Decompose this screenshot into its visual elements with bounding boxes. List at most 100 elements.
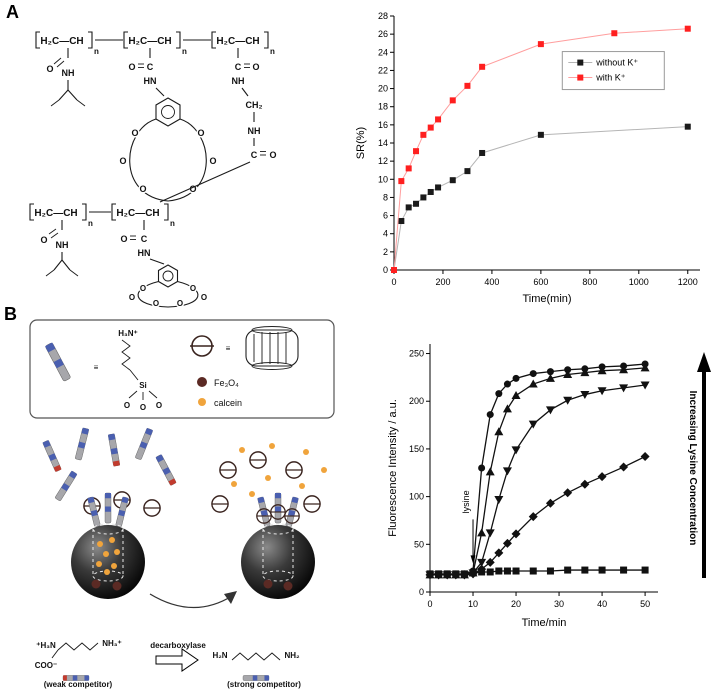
nh-label: NH [232, 76, 245, 86]
svg-text:1000: 1000 [629, 277, 649, 287]
oxygen-atom: O [209, 156, 216, 166]
hn-label: HN [144, 76, 157, 86]
panel-b-label: B [4, 304, 17, 324]
magnetic-sphere-left [71, 492, 145, 599]
oxygen-atom: O [201, 293, 207, 302]
oxygen-atom: O [140, 284, 146, 293]
carbon-atom: C [251, 150, 258, 160]
oxygen-atom: O [177, 299, 183, 308]
release-arrow [149, 591, 237, 609]
repeat-unit: H₂C—CH [116, 208, 159, 219]
repeat-unit: H₂C—CH [40, 36, 83, 47]
svg-text:0: 0 [427, 599, 432, 609]
si-label: Si [139, 381, 147, 390]
released-calcein-dots [231, 443, 327, 497]
repeat-unit: H₂C—CH [128, 36, 171, 47]
nh-label: NH [56, 240, 69, 250]
y-axis-label: SR(%) [355, 127, 367, 159]
decarboxylase-label: decarboxylase [150, 641, 206, 650]
repeat-unit: H₂C—CH [34, 208, 77, 219]
legend-label: without K⁺ [595, 58, 638, 68]
ch2-label: CH₂ [246, 100, 263, 110]
svg-text:16: 16 [378, 120, 388, 130]
svg-text:150: 150 [409, 444, 424, 454]
oxygen-atom: O [120, 234, 127, 244]
h3n-label: H₃N⁺ [118, 329, 137, 338]
carbon-atom: C [141, 234, 148, 244]
oxygen-atom: O [140, 403, 146, 412]
oxygen-atom: O [128, 62, 135, 72]
svg-text:0: 0 [419, 587, 424, 597]
svg-text:20: 20 [511, 599, 521, 609]
svg-text:100: 100 [409, 492, 424, 502]
nh-label: NH [62, 68, 75, 78]
crown-ether-side-chain: C O HN [127, 48, 165, 97]
crown-ether-2: O O O O O O [127, 264, 209, 310]
axes [426, 344, 658, 596]
svg-text:10: 10 [468, 599, 478, 609]
series-with-K⁺ [391, 25, 691, 273]
equiv-symbol: ≡ [94, 363, 99, 372]
n-subscript: n [170, 219, 175, 228]
increasing-lysine-arrow: Increasing Lysine Concentration [687, 352, 711, 578]
tick-labels: 0 10 20 30 40 50 0 50 100 150 200 250 [409, 349, 650, 609]
svg-text:6: 6 [383, 211, 388, 221]
fe3o4-core [91, 579, 101, 589]
lysine-molecule: ⁺H₃N NH₃⁺ COO⁻ [35, 639, 122, 681]
swelling-chart-container: 0 200 400 600 800 1000 1200 0 2 4 6 8 10 12 14 16 18 20 22… [352, 6, 714, 311]
series-without-K⁺ [391, 123, 691, 273]
svg-text:8: 8 [383, 192, 388, 202]
polymer-backbone-row1: H₂C—CH n H₂C—CH n H₂C—CH n [35, 31, 275, 56]
svg-text:2: 2 [383, 247, 388, 257]
magnetic-sphere-right [241, 492, 315, 599]
panel-a-label: A [6, 2, 19, 22]
cucurbituril-symbol [190, 335, 214, 357]
svg-text:26: 26 [378, 29, 388, 39]
n-subscript: n [182, 47, 187, 56]
lysine-annotation: lysine [461, 490, 476, 564]
oxygen-atom: O [131, 128, 138, 138]
svg-text:250: 250 [409, 349, 424, 359]
svg-text:30: 30 [554, 599, 564, 609]
fe3o4-label: Fe₃O₄ [214, 378, 239, 388]
svg-text:24: 24 [378, 47, 388, 57]
svg-text:18: 18 [378, 102, 388, 112]
free-rods [42, 427, 177, 502]
fe3o4-core [283, 581, 293, 591]
polymer-backbone-row2: H₂C—CH n H₂C—CH n [29, 203, 175, 228]
polymer-crown-structure: H₂C—CH n H₂C—CH n H₂C—CH n O NH C O HN [29, 31, 278, 310]
crown-ether-side-chain-2: C O HN [119, 220, 165, 265]
cucurbituril-structure [245, 326, 299, 370]
cb-rings-right [211, 451, 321, 513]
x-axis-label: Time(min) [522, 293, 571, 305]
svg-text:0: 0 [391, 277, 396, 287]
svg-text:10: 10 [378, 174, 388, 184]
svg-text:22: 22 [378, 65, 388, 75]
svg-text:50: 50 [414, 539, 424, 549]
svg-text:4: 4 [383, 229, 388, 239]
svg-text:0: 0 [383, 265, 388, 275]
svg-text:1200: 1200 [678, 277, 698, 287]
svg-text:12: 12 [378, 156, 388, 166]
fe3o4-core [112, 581, 122, 591]
equiv-symbol: ≡ [226, 344, 231, 353]
strong-competitor-label: (strong competitor) [227, 680, 301, 689]
svg-text:200: 200 [409, 396, 424, 406]
legend: without K⁺ with K⁺ [561, 51, 665, 91]
legend-inset: ≡ H₃N⁺ Si O O O ≡ Fe₃O [29, 319, 335, 419]
carbon-atom: C [235, 62, 242, 72]
svg-text:28: 28 [378, 11, 388, 21]
nanoparticle-scheme: ≡ H₃N⁺ Si O O O ≡ Fe₃O [29, 319, 335, 689]
svg-text:Increasing Lysine Concentratio: Increasing Lysine Concentration [687, 391, 698, 546]
oxygen-atom: O [252, 62, 259, 72]
x-axis-label: Time/min [522, 617, 567, 629]
svg-text:40: 40 [597, 599, 607, 609]
oxygen-atom: O [129, 293, 135, 302]
svg-text:50: 50 [640, 599, 650, 609]
cadaverine-amine-right: NH₂ [284, 651, 300, 660]
oxygen-atom: O [269, 150, 276, 160]
svg-text:lysine: lysine [461, 490, 471, 513]
crown-ether-1: O O O O O O [118, 97, 218, 202]
oxygen-atom: O [190, 284, 196, 293]
series-no-lysine [426, 566, 649, 578]
